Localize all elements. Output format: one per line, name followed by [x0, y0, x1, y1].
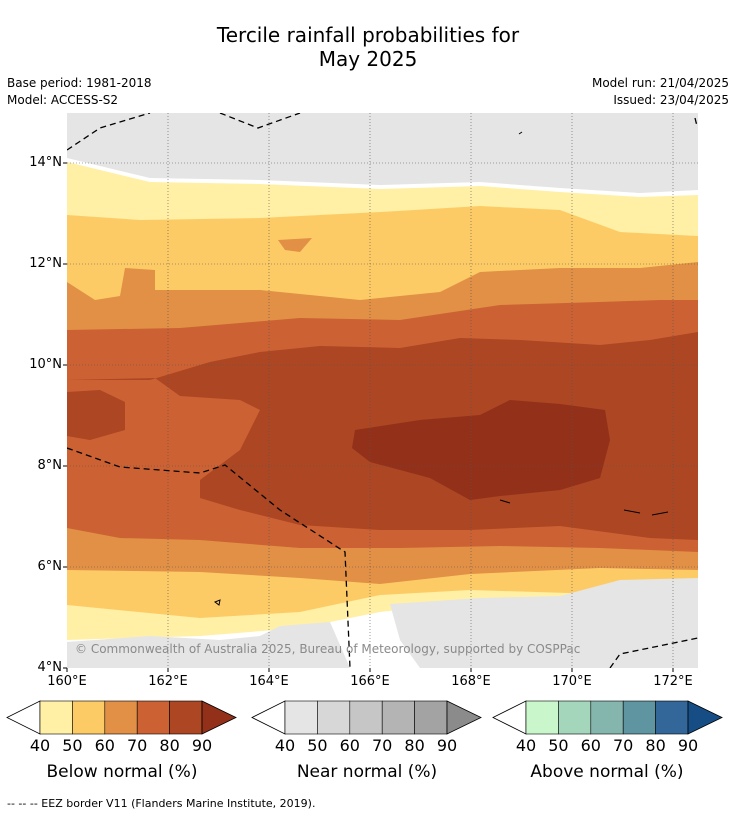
colorbar-tick-label: 80 [159, 736, 180, 755]
colorbar-swatch [414, 700, 448, 735]
below-60-patch [278, 238, 312, 252]
colorbar-tick-label: 50 [62, 736, 83, 755]
eez-border [67, 113, 698, 668]
colorbar-swatch [381, 700, 415, 735]
axis-ticks [63, 162, 674, 672]
map-title-line1: Tercile rainfall probabilities for [216, 23, 520, 47]
colorbar-tick-label: 40 [515, 736, 537, 755]
colorbar-tick-label: 80 [404, 736, 425, 755]
colorbar-swatch [104, 700, 138, 735]
model-name: Model: ACCESS-S2 [7, 93, 119, 107]
near-normal-region-south [67, 622, 350, 668]
colorbar-tick-label: 50 [548, 736, 569, 755]
colorbar-swatch [558, 700, 592, 735]
colorbar-tick-label: 70 [372, 736, 393, 755]
lon-label-164e: 164°E [249, 674, 289, 689]
probability-field [67, 113, 698, 668]
islands [213, 131, 669, 606]
base-period: Base period: 1981-2018 [7, 76, 152, 90]
colorbar-group [6, 700, 723, 735]
colorbar-extend-low [6, 700, 41, 735]
colorbar-near-title: Near normal (%) [296, 762, 438, 782]
lat-label-4n: 4°N [37, 660, 63, 675]
issued-date: Issued: 23/04/2025 [613, 93, 729, 107]
colorbar-swatch [525, 700, 559, 735]
lat-label-6n: 6°N [37, 559, 63, 574]
colorbar-extend-low [492, 700, 527, 735]
colorbar-tick-label: 90 [677, 736, 699, 755]
lon-label-166e: 166°E [350, 674, 390, 689]
lat-label-14n: 14°N [29, 155, 62, 170]
near-normal-region-north [67, 113, 698, 193]
colorbar-above-title: Above normal (%) [530, 762, 684, 782]
colorbar-extend-high [446, 700, 482, 735]
colorbar-below-title: Below normal (%) [46, 762, 198, 782]
colorbar-tick-label: 70 [613, 736, 634, 755]
map-credit: © Commonwealth of Australia 2025, Bureau… [75, 642, 581, 656]
lon-label-160e: 160°E [47, 674, 87, 689]
below-90-core [352, 400, 610, 500]
lon-label-172e: 172°E [653, 674, 693, 689]
colorbar-swatch [655, 700, 689, 735]
lon-label-170e: 170°E [552, 674, 592, 689]
graticule [67, 113, 698, 668]
colorbar-tick-label: 90 [191, 736, 213, 755]
colorbar-tick-label: 40 [274, 736, 296, 755]
lat-label-8n: 8°N [37, 458, 63, 473]
colorbar-tick-label: 80 [645, 736, 666, 755]
colorbar-tick-label: 60 [94, 736, 115, 755]
colorbar-extend-high [687, 700, 723, 735]
eez-footnote: -- -- -- EEZ border V11 (Flanders Marine… [7, 797, 316, 810]
colorbar-swatch [349, 700, 383, 735]
colorbar-swatch [317, 700, 351, 735]
lat-label-10n: 10°N [29, 357, 62, 372]
colorbar-tick-label: 90 [436, 736, 458, 755]
colorbar-swatch [284, 700, 318, 735]
near-normal-patch-south [390, 578, 698, 668]
colorbar-tick-label: 60 [580, 736, 601, 755]
colorbar-swatch [39, 700, 73, 735]
colorbar-extend-low [251, 700, 286, 735]
colorbar-tick-label: 50 [307, 736, 328, 755]
lat-label-12n: 12°N [29, 256, 62, 271]
colorbar-swatch [72, 700, 106, 735]
colorbar-swatch [590, 700, 624, 735]
colorbar-swatch [622, 700, 656, 735]
colorbar-tick-label: 40 [29, 736, 51, 755]
lon-label-168e: 168°E [451, 674, 491, 689]
colorbar-tick-label: 60 [339, 736, 360, 755]
below-80-patch-west [67, 390, 125, 440]
map-title-line2: May 2025 [318, 47, 418, 71]
model-run: Model run: 21/04/2025 [591, 76, 729, 90]
lon-label-162e: 162°E [148, 674, 188, 689]
colorbar-extend-high [201, 700, 237, 735]
colorbar-swatch [169, 700, 203, 735]
colorbar-swatch [136, 700, 170, 735]
colorbar-tick-label: 70 [127, 736, 148, 755]
